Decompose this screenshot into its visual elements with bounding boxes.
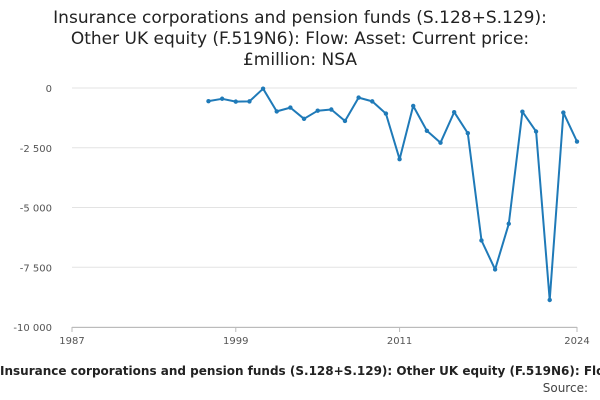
source-label: Source:	[542, 381, 588, 395]
data-point[interactable]	[356, 95, 361, 100]
data-point[interactable]	[465, 130, 471, 136]
x-tick-label: 1999	[223, 336, 248, 347]
series-caption: Insurance corporations and pension funds…	[0, 364, 600, 378]
y-tick-label: -7 500	[20, 263, 52, 274]
data-point[interactable]	[288, 105, 293, 110]
data-point[interactable]	[342, 118, 348, 124]
y-tick-label: 0	[46, 84, 52, 95]
series-layer	[206, 86, 580, 303]
data-point[interactable]	[247, 99, 252, 104]
data-point[interactable]	[301, 116, 307, 122]
x-tick-label: 2011	[387, 336, 412, 347]
chart-title: Insurance corporations and pension funds…	[0, 8, 600, 71]
data-point[interactable]	[479, 238, 484, 243]
y-tick-label: -10 000	[13, 323, 52, 334]
y-tick-label: -2 500	[20, 144, 52, 155]
data-point[interactable]	[492, 267, 498, 272]
data-point[interactable]	[329, 107, 334, 112]
data-point[interactable]	[520, 109, 525, 114]
data-point[interactable]	[561, 110, 566, 115]
y-tick-label: -5 000	[20, 204, 52, 215]
data-point[interactable]	[506, 221, 511, 226]
data-point[interactable]	[206, 98, 211, 104]
chart-title-line-1: Insurance corporations and pension funds…	[53, 8, 547, 28]
data-point[interactable]	[397, 157, 402, 162]
data-point[interactable]	[574, 139, 580, 144]
data-point[interactable]	[438, 140, 443, 145]
data-point[interactable]	[424, 128, 430, 133]
data-point[interactable]	[233, 99, 238, 104]
chart-title-line-3: £million: NSA	[242, 50, 358, 70]
axes: 0 -2 500 -5 000 -7 500 -10 000 1987 1999 2011 20…	[13, 84, 589, 347]
data-point[interactable]	[547, 297, 552, 303]
grid-lines	[72, 87, 577, 328]
series-line	[208, 87, 578, 301]
data-point[interactable]	[260, 86, 266, 91]
data-point[interactable]	[411, 103, 416, 109]
data-point[interactable]	[315, 108, 320, 113]
x-tick-label: 2024	[564, 336, 589, 347]
data-point[interactable]	[533, 129, 539, 134]
data-point[interactable]	[383, 111, 389, 116]
data-point[interactable]	[451, 109, 457, 115]
x-tick-label: 1987	[59, 336, 84, 347]
data-point[interactable]	[370, 99, 375, 104]
data-point[interactable]	[274, 109, 279, 114]
data-point[interactable]	[219, 96, 225, 101]
chart-title-line-2: Other UK equity (F.519N6): Flow: Asset: …	[70, 29, 530, 49]
